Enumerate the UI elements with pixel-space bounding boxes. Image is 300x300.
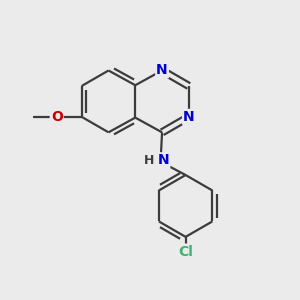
Text: O: O bbox=[51, 110, 63, 124]
Text: Cl: Cl bbox=[178, 244, 193, 259]
Text: N: N bbox=[183, 110, 195, 124]
Text: N: N bbox=[158, 153, 169, 167]
Text: H: H bbox=[144, 154, 154, 167]
Text: N: N bbox=[156, 64, 168, 77]
